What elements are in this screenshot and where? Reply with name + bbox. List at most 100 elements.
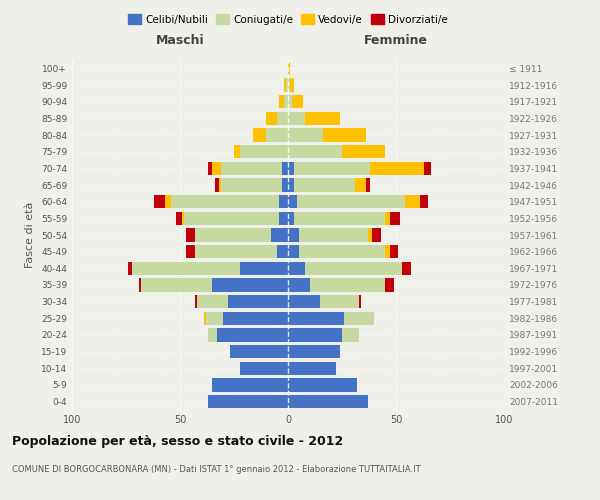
Bar <box>212 378 288 392</box>
Bar <box>389 245 398 258</box>
Bar <box>295 162 370 175</box>
Bar <box>288 195 296 208</box>
Bar <box>288 245 299 258</box>
Bar <box>342 145 385 158</box>
Bar <box>292 95 303 108</box>
Bar <box>241 262 288 275</box>
Bar <box>288 212 295 225</box>
Bar <box>277 245 288 258</box>
Bar <box>128 262 133 275</box>
Text: Popolazione per età, sesso e stato civile - 2012: Popolazione per età, sesso e stato civil… <box>12 435 343 448</box>
Bar <box>288 145 342 158</box>
Bar <box>288 128 323 141</box>
Bar <box>286 78 288 92</box>
Bar <box>208 395 288 408</box>
Bar <box>296 195 404 208</box>
Bar <box>323 128 366 141</box>
Bar <box>310 278 385 291</box>
Bar <box>288 295 320 308</box>
Bar <box>266 112 277 125</box>
Bar <box>208 328 217 342</box>
Bar <box>305 112 340 125</box>
Bar <box>403 262 411 275</box>
Bar <box>288 395 368 408</box>
Text: Femmine: Femmine <box>364 34 428 46</box>
Bar <box>288 345 340 358</box>
Bar <box>404 195 420 208</box>
Bar <box>420 195 428 208</box>
Bar <box>299 245 385 258</box>
Bar <box>359 295 361 308</box>
Bar <box>288 78 290 92</box>
Bar <box>288 178 295 192</box>
Bar <box>342 328 359 342</box>
Y-axis label: Fasce di età: Fasce di età <box>25 202 35 268</box>
Bar <box>280 212 288 225</box>
Bar <box>253 128 266 141</box>
Bar <box>355 178 366 192</box>
Bar <box>266 128 288 141</box>
Text: COMUNE DI BORGOCARBONARA (MN) - Dati ISTAT 1° gennaio 2012 - Elaborazione TUTTAI: COMUNE DI BORGOCARBONARA (MN) - Dati IST… <box>12 465 421 474</box>
Bar <box>370 162 424 175</box>
Bar <box>385 278 394 291</box>
Bar <box>227 295 288 308</box>
Bar <box>195 228 271 241</box>
Bar <box>212 162 221 175</box>
Bar <box>212 278 288 291</box>
Bar <box>195 245 277 258</box>
Bar <box>154 195 165 208</box>
Bar <box>204 312 206 325</box>
Bar <box>277 112 288 125</box>
Bar <box>280 195 288 208</box>
Bar <box>295 178 355 192</box>
Bar <box>234 145 241 158</box>
Legend: Celibi/Nubili, Coniugati/e, Vedovi/e, Divorziati/e: Celibi/Nubili, Coniugati/e, Vedovi/e, Di… <box>124 10 452 29</box>
Bar <box>299 228 368 241</box>
Bar <box>372 228 381 241</box>
Bar <box>284 78 286 92</box>
Bar <box>165 195 172 208</box>
Bar <box>172 195 280 208</box>
Bar <box>223 312 288 325</box>
Bar <box>219 178 221 192</box>
Bar <box>217 328 288 342</box>
Bar <box>176 212 182 225</box>
Bar <box>366 178 370 192</box>
Bar <box>284 95 288 108</box>
Bar <box>241 362 288 375</box>
Bar <box>281 178 288 192</box>
Bar <box>288 278 310 291</box>
Bar <box>221 162 281 175</box>
Bar <box>288 112 305 125</box>
Bar <box>187 228 195 241</box>
Bar <box>288 312 344 325</box>
Bar <box>288 328 342 342</box>
Bar <box>221 178 281 192</box>
Bar <box>288 95 292 108</box>
Bar <box>230 345 288 358</box>
Bar <box>320 295 359 308</box>
Bar <box>208 162 212 175</box>
Bar <box>281 162 288 175</box>
Bar <box>288 62 290 75</box>
Bar <box>424 162 431 175</box>
Bar <box>280 95 284 108</box>
Bar <box>295 212 385 225</box>
Bar <box>133 262 241 275</box>
Bar <box>290 78 295 92</box>
Bar <box>141 278 212 291</box>
Bar <box>182 212 184 225</box>
Bar <box>139 278 141 291</box>
Bar <box>215 178 219 192</box>
Bar <box>206 312 223 325</box>
Bar <box>288 228 299 241</box>
Bar <box>288 362 335 375</box>
Bar <box>288 262 305 275</box>
Bar <box>385 245 389 258</box>
Bar <box>344 312 374 325</box>
Bar <box>288 378 357 392</box>
Bar <box>271 228 288 241</box>
Bar <box>195 295 197 308</box>
Bar <box>368 228 372 241</box>
Bar <box>241 145 288 158</box>
